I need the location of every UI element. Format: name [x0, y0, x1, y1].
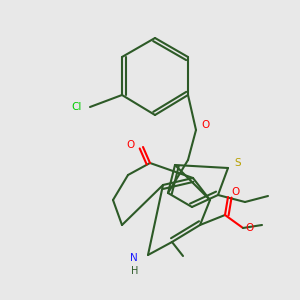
Text: H: H: [130, 266, 138, 276]
Text: O: O: [232, 187, 240, 197]
Text: Cl: Cl: [72, 102, 82, 112]
Text: O: O: [127, 140, 135, 150]
Text: O: O: [246, 223, 254, 233]
Text: O: O: [201, 120, 209, 130]
Text: S: S: [235, 158, 241, 168]
Text: N: N: [130, 253, 138, 263]
